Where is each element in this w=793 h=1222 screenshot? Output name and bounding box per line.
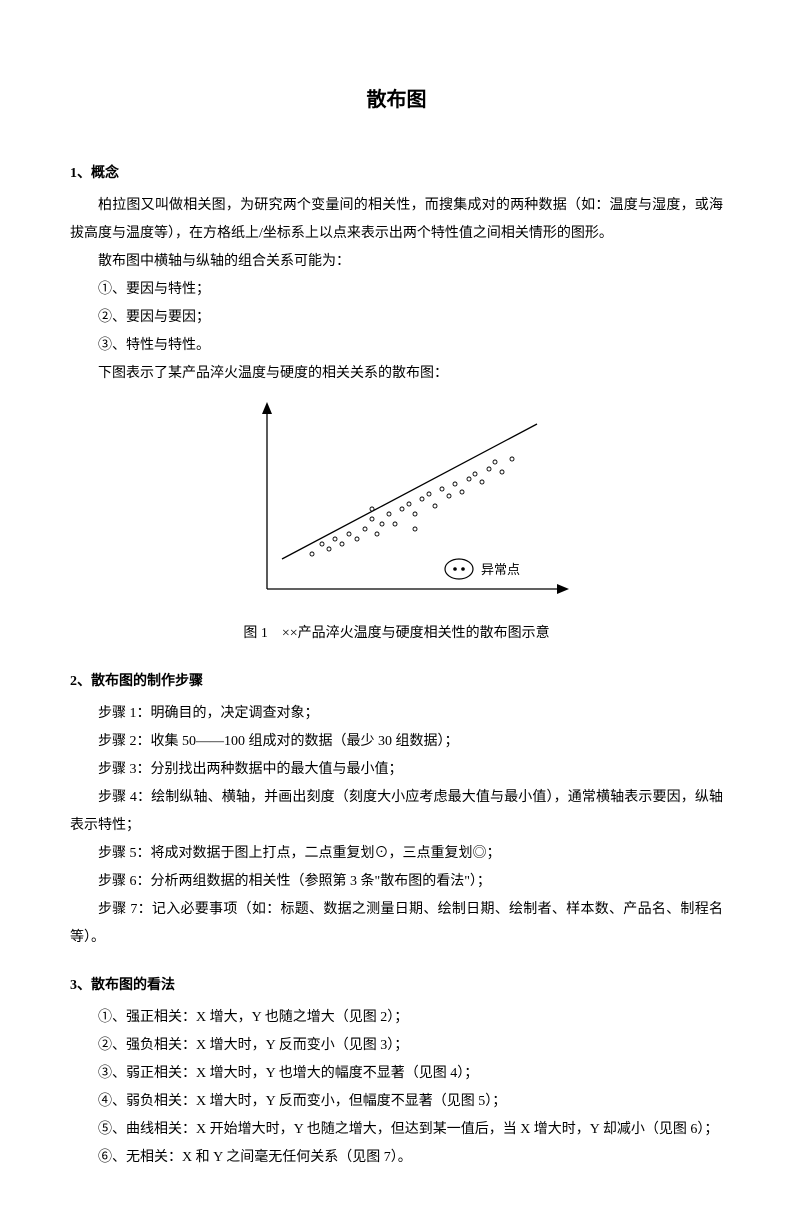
step-1: 步骤 1：明确目的，决定调查对象； bbox=[70, 700, 723, 728]
step-7: 步骤 7：记入必要事项（如：标题、数据之测量日期、绘制日期、绘制者、样本数、产品… bbox=[70, 896, 723, 952]
section-1-item-2: ②、要因与要因； bbox=[70, 304, 723, 332]
section-1-item-1: ①、要因与特性； bbox=[70, 276, 723, 304]
correlation-type-3: ③、弱正相关：X 增大时，Y 也增大的幅度不显著（见图 4）； bbox=[70, 1060, 723, 1088]
step-4: 步骤 4：绘制纵轴、横轴，并画出刻度（刻度大小应考虑最大值与最小值），通常横轴表… bbox=[70, 784, 723, 840]
correlation-type-1: ①、强正相关：X 增大，Y 也随之增大（见图 2）； bbox=[70, 1004, 723, 1032]
section-2-heading: 2、散布图的制作步骤 bbox=[70, 668, 723, 696]
scatter-figure: 异常点 图 1 ××产品淬火温度与硬度相关性的散布图示意 bbox=[70, 394, 723, 648]
correlation-type-2: ②、强负相关：X 增大时，Y 反而变小（见图 3）； bbox=[70, 1032, 723, 1060]
section-1-item-3: ③、特性与特性。 bbox=[70, 332, 723, 360]
step-6: 步骤 6：分析两组数据的相关性（参照第 3 条"散布图的看法"）； bbox=[70, 868, 723, 896]
step-5: 步骤 5：将成对数据于图上打点，二点重复划⊙，三点重复划◎； bbox=[70, 840, 723, 868]
figure-1-caption: 图 1 ××产品淬火温度与硬度相关性的散布图示意 bbox=[70, 620, 723, 648]
step-3: 步骤 3：分别找出两种数据中的最大值与最小值； bbox=[70, 756, 723, 784]
step-2: 步骤 2：收集 50——100 组成对的数据（最少 30 组数据）； bbox=[70, 728, 723, 756]
section-1-heading: 1、概念 bbox=[70, 160, 723, 188]
section-1-para-2: 散布图中横轴与纵轴的组合关系可能为： bbox=[70, 248, 723, 276]
correlation-type-6: ⑥、无相关：X 和 Y 之间毫无任何关系（见图 7）。 bbox=[70, 1144, 723, 1172]
page-title: 散布图 bbox=[70, 80, 723, 120]
section-3-heading: 3、散布图的看法 bbox=[70, 972, 723, 1000]
section-1-para-1: 柏拉图又叫做相关图，为研究两个变量间的相关性，而搜集成对的两种数据（如：温度与湿… bbox=[70, 192, 723, 248]
correlation-type-4: ④、弱负相关：X 增大时，Y 反而变小，但幅度不显著（见图 5）； bbox=[70, 1088, 723, 1116]
scatter-chart: 异常点 bbox=[217, 394, 577, 614]
svg-text:异常点: 异常点 bbox=[481, 562, 520, 577]
section-1-para-3: 下图表示了某产品淬火温度与硬度的相关关系的散布图： bbox=[70, 360, 723, 388]
correlation-type-5: ⑤、曲线相关：X 开始增大时，Y 也随之增大，但达到某一值后，当 X 增大时，Y… bbox=[70, 1116, 723, 1144]
